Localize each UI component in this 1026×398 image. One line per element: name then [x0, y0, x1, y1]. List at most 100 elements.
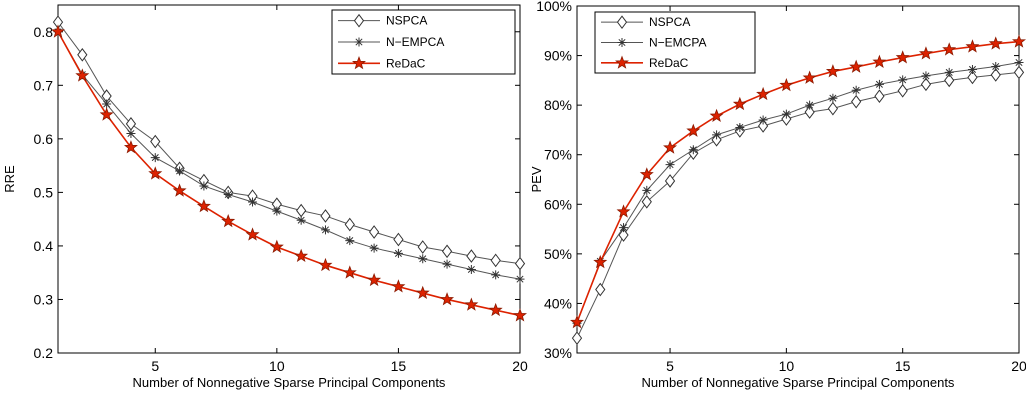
data-point	[781, 109, 791, 119]
data-point	[619, 223, 629, 233]
data-point	[1014, 58, 1024, 68]
data-point	[616, 204, 631, 218]
data-point	[368, 225, 380, 239]
data-point	[150, 134, 161, 149]
data-point	[918, 46, 933, 60]
series-2	[572, 58, 1024, 328]
data-point	[642, 185, 652, 195]
series-line	[57, 31, 521, 280]
data-point	[967, 70, 978, 85]
y-tick-label: 30%	[544, 345, 572, 361]
chart-2: 5 10 15 20 30% 40% 50% 60% 70% 80% 90% 100% Number o…	[529, 0, 1026, 390]
data-point	[851, 94, 862, 109]
data-point	[595, 282, 606, 297]
data-point	[466, 249, 477, 263]
data-point	[391, 279, 406, 293]
data-point	[513, 308, 527, 322]
data-point	[320, 225, 330, 235]
data-point	[172, 183, 187, 197]
data-point	[898, 75, 908, 85]
data-point	[593, 254, 608, 269]
y-tick-label: 0.5	[34, 184, 54, 200]
legend-label: ReDaC	[649, 56, 689, 70]
x-tick-label: 15	[391, 358, 407, 374]
data-point	[920, 77, 932, 92]
data-point	[712, 130, 722, 140]
data-point	[466, 264, 476, 274]
data-point	[571, 331, 583, 345]
legend-label: N−EMCPA	[649, 36, 706, 50]
series-3	[51, 24, 527, 322]
data-point	[175, 166, 185, 176]
x-tick-label: 5	[666, 358, 674, 374]
data-point	[221, 213, 236, 228]
data-point	[196, 198, 211, 213]
data-point	[874, 79, 884, 89]
data-point	[199, 181, 209, 191]
data-point	[296, 215, 306, 225]
data-point	[709, 108, 724, 122]
data-point	[804, 105, 815, 119]
data-point	[570, 314, 584, 329]
data-point	[618, 228, 629, 242]
data-point	[318, 257, 333, 272]
data-point	[415, 285, 430, 299]
data-point	[418, 254, 428, 264]
data-point	[1012, 34, 1026, 48]
data-point	[272, 206, 282, 216]
y-tick-label: 0.7	[34, 77, 54, 93]
data-point	[758, 115, 768, 125]
y-tick-label: 60%	[544, 196, 572, 212]
data-point	[294, 248, 309, 263]
y-axis-label: RRE	[2, 165, 17, 193]
x-axis-label: Number of Nonnegative Sparse Principal C…	[642, 375, 955, 390]
data-point	[686, 123, 701, 137]
data-point	[944, 73, 955, 88]
y-tick-label: 0.4	[34, 238, 54, 254]
data-point	[965, 39, 980, 53]
y-tick-label: 0.2	[34, 345, 54, 361]
data-point	[442, 259, 452, 269]
x-tick-label: 5	[151, 358, 159, 374]
legend: NSPCA N−EMCPA ReDaC	[594, 11, 756, 74]
data-point	[779, 77, 794, 92]
data-point	[102, 99, 112, 109]
data-point	[735, 122, 745, 132]
legend-marker	[354, 37, 364, 47]
data-point	[991, 61, 1001, 71]
legend: NSPCA N−EMPCA ReDaC	[331, 9, 516, 75]
x-tick-label: 15	[895, 358, 911, 374]
data-point	[369, 243, 379, 253]
y-tick-label: 0.3	[34, 291, 54, 307]
data-point	[99, 107, 114, 121]
data-point	[827, 101, 839, 116]
data-point	[967, 64, 977, 74]
data-point	[296, 203, 307, 218]
data-point	[367, 272, 382, 287]
series-1	[571, 65, 1025, 345]
data-point	[123, 140, 138, 154]
data-point	[515, 274, 525, 284]
chart-1: 5 10 15 20 0.2 0.3 0.4 0.5 0.6 0.7 0.8 Number of No…	[2, 4, 528, 390]
data-point	[441, 244, 453, 259]
data-point	[417, 240, 428, 254]
data-point	[320, 209, 331, 223]
data-point	[345, 236, 355, 246]
data-point	[942, 42, 957, 56]
data-point	[223, 190, 233, 200]
legend-label: NSPCA	[386, 14, 427, 28]
x-tick-label: 20	[1011, 358, 1026, 374]
data-point	[491, 270, 501, 280]
series-line	[576, 40, 1020, 323]
data-point	[393, 232, 404, 247]
data-point	[897, 83, 908, 98]
y-tick-label: 70%	[544, 147, 572, 163]
data-point	[895, 50, 910, 64]
data-point	[802, 70, 817, 84]
data-point	[126, 128, 136, 138]
data-point	[851, 85, 861, 95]
legend-marker	[615, 55, 629, 69]
data-point	[51, 24, 65, 38]
y-tick-label: 0.8	[34, 24, 54, 40]
